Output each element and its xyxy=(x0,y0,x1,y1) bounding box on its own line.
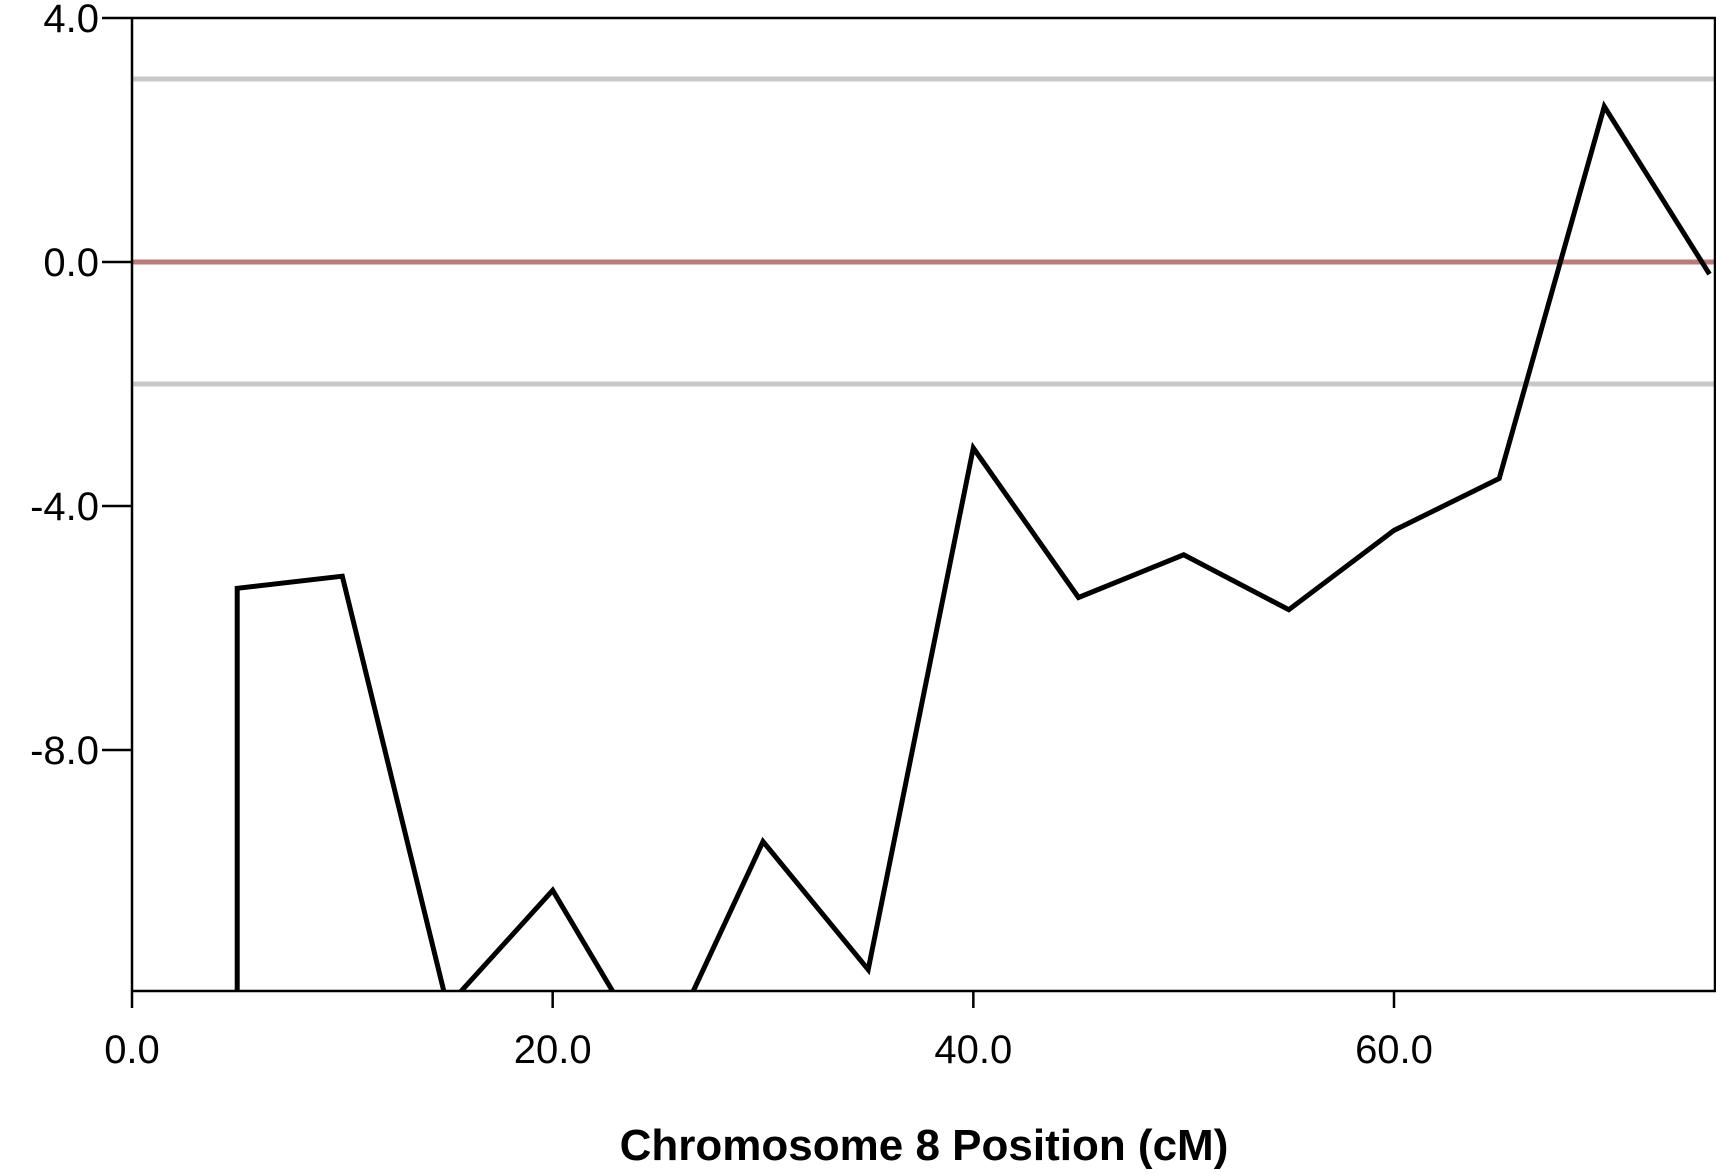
series-line-0 xyxy=(234,100,1712,991)
x-tick-label: 20.0 xyxy=(514,1028,592,1072)
x-axis-ticks: 0.0 20.0 40.0 60.0 xyxy=(104,991,1433,1072)
y-tick-label: -4.0 xyxy=(30,485,99,529)
x-tick-label: 60.0 xyxy=(1355,1028,1433,1072)
x-tick-label: 0.0 xyxy=(104,1028,160,1072)
reference-lines xyxy=(132,76,1716,387)
x-tick-label: 40.0 xyxy=(934,1028,1012,1072)
axes xyxy=(130,16,1716,993)
y-tick-label: 0.0 xyxy=(43,241,99,285)
x-axis-title: Chromosome 8 Position (cM) xyxy=(620,1121,1229,1170)
series-lines xyxy=(234,100,1712,991)
y-axis-ticks: 4.0 0.0 -4.0 -8.0 xyxy=(30,0,132,773)
y-tick-label: -8.0 xyxy=(30,729,99,773)
y-tick-label: 4.0 xyxy=(43,0,99,41)
